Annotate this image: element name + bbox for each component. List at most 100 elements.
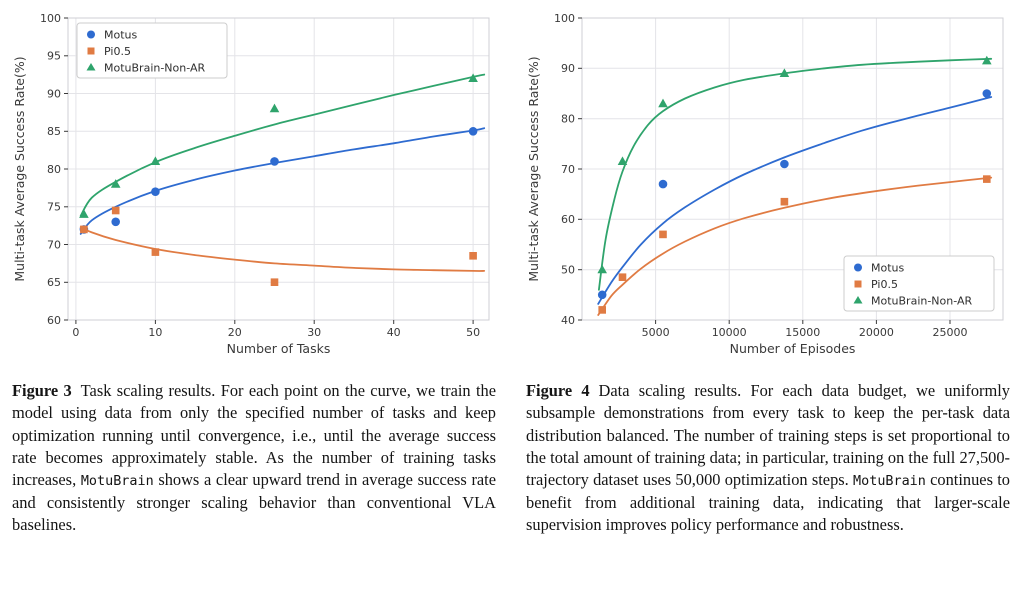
legend-marker-square bbox=[87, 47, 95, 55]
x-axis: 5000 10000 15000 20000 25000 Number of Episod… bbox=[642, 320, 968, 356]
y-axis: 60 65 70 75 80 85 90 95 100 Multi-task Average Su… bbox=[12, 12, 68, 327]
x-axis-label: Number of Tasks bbox=[227, 341, 331, 356]
trend-curve bbox=[597, 176, 993, 316]
x-axis: 0 10 20 30 40 50 Number of Tasks bbox=[72, 320, 480, 356]
legend-box bbox=[76, 22, 228, 79]
data-point-marker bbox=[597, 290, 607, 300]
x-tick-label: 25000 bbox=[933, 326, 968, 339]
legend-box bbox=[843, 255, 995, 312]
data-scaling-chart: 5000 10000 15000 20000 25000 Number of Episod… bbox=[526, 12, 1004, 356]
figure-3-caption-text: Task scaling results. For each point on … bbox=[12, 381, 496, 490]
legend-label: Motus bbox=[104, 28, 138, 41]
legend-marker-circle bbox=[87, 30, 95, 39]
data-point-marker bbox=[151, 187, 160, 196]
data-point-marker bbox=[780, 197, 789, 206]
data-point-marker bbox=[468, 73, 478, 82]
data-point-marker bbox=[469, 252, 477, 260]
data-point-marker bbox=[111, 217, 120, 227]
trend-curve bbox=[597, 96, 993, 305]
figure-4-caption: Figure 4 Data scaling results. For each d… bbox=[524, 380, 1014, 536]
figure-3-column: 0 10 20 30 40 50 Number of Tasks 60 65 70 75 80 85 90… bbox=[10, 6, 500, 536]
figure-4-caption-mono: MotuBrain bbox=[853, 474, 926, 490]
x-tick-label: 10000 bbox=[712, 326, 747, 339]
data-point-marker bbox=[658, 98, 668, 108]
series-motus bbox=[597, 89, 993, 305]
y-tick-label: 40 bbox=[561, 314, 575, 327]
data-point-marker bbox=[983, 175, 991, 183]
data-point-marker bbox=[598, 306, 606, 314]
y-tick-label: 100 bbox=[554, 12, 575, 25]
figure-4-label: Figure 4 bbox=[526, 381, 590, 400]
data-point-marker bbox=[79, 209, 89, 218]
legend-marker-triangle bbox=[853, 296, 863, 304]
task-scaling-chart: 0 10 20 30 40 50 Number of Tasks 60 65 70 75 80 85 90… bbox=[12, 12, 490, 356]
x-tick-label: 20 bbox=[228, 326, 242, 339]
legend-label: MotuBrain-Non-AR bbox=[104, 61, 205, 74]
figure-4-column: 5000 10000 15000 20000 25000 Number of Episod… bbox=[524, 6, 1014, 536]
y-tick-label: 85 bbox=[47, 125, 61, 138]
x-tick-label: 0 bbox=[72, 326, 79, 339]
series-pi0-5 bbox=[597, 175, 993, 316]
data-point-marker bbox=[468, 127, 478, 136]
paper-figures-panel: 0 10 20 30 40 50 Number of Tasks 60 65 70 75 80 85 90… bbox=[10, 6, 1014, 536]
y-tick-label: 90 bbox=[47, 87, 61, 100]
legend-marker-circle bbox=[854, 263, 862, 272]
y-tick-label: 50 bbox=[561, 264, 575, 277]
figure-3-label: Figure 3 bbox=[12, 381, 72, 400]
legend-marker-square bbox=[854, 280, 862, 288]
y-axis-label: Multi-task Average Success Rate(%) bbox=[526, 56, 541, 281]
data-point-marker bbox=[270, 157, 279, 166]
data-point-marker bbox=[269, 103, 280, 113]
x-tick-label: 15000 bbox=[785, 326, 820, 339]
grid bbox=[68, 17, 489, 321]
legend-marker-triangle bbox=[86, 63, 96, 71]
legend-label: Pi0.5 bbox=[104, 45, 131, 58]
x-tick-label: 5000 bbox=[642, 326, 670, 339]
series-motubrain-non-ar bbox=[79, 73, 486, 218]
data-point-marker bbox=[150, 156, 161, 165]
data-point-marker bbox=[982, 89, 992, 98]
x-tick-label: 20000 bbox=[859, 326, 894, 339]
x-tick-label: 40 bbox=[387, 326, 401, 339]
data-point-marker bbox=[658, 179, 668, 189]
data-point-marker bbox=[597, 264, 607, 274]
y-tick-label: 65 bbox=[47, 276, 61, 289]
data-point-marker bbox=[780, 159, 789, 169]
y-tick-label: 80 bbox=[561, 113, 575, 126]
y-tick-label: 95 bbox=[47, 50, 61, 63]
data-point-marker bbox=[779, 68, 790, 77]
data-point-marker bbox=[618, 273, 627, 281]
y-tick-label: 90 bbox=[561, 62, 575, 75]
legend: Motus Pi0.5 MotuBrain-Non-AR bbox=[76, 22, 228, 79]
y-axis-label: Multi-task Average Success Rate(%) bbox=[12, 56, 27, 281]
data-point-marker bbox=[982, 55, 992, 65]
legend: Motus Pi0.5 MotuBrain-Non-AR bbox=[843, 255, 995, 312]
y-tick-label: 70 bbox=[561, 163, 575, 176]
data-point-marker bbox=[270, 278, 279, 286]
x-tick-label: 50 bbox=[466, 326, 480, 339]
data-point-marker bbox=[110, 179, 121, 188]
y-tick-label: 60 bbox=[47, 314, 61, 327]
y-tick-label: 60 bbox=[561, 213, 575, 226]
figure-3-caption-text-after: shows a clear upward trend in average su… bbox=[12, 470, 496, 534]
y-tick-label: 75 bbox=[47, 201, 61, 214]
trend-curve bbox=[79, 226, 486, 272]
data-point-marker bbox=[111, 206, 120, 215]
x-axis-label: Number of Episodes bbox=[730, 341, 856, 356]
figure-3-caption: Figure 3 Task scaling results. For each p… bbox=[10, 380, 500, 536]
figure-4-caption-text-after: continues to benefit from additional tra… bbox=[526, 470, 1010, 534]
series-motus bbox=[79, 127, 486, 235]
y-axis: 40 50 60 70 80 90 100 Multi-task Average Succes… bbox=[526, 12, 582, 327]
series-pi0-5 bbox=[79, 206, 486, 286]
data-point-marker bbox=[151, 248, 160, 256]
y-tick-label: 80 bbox=[47, 163, 61, 176]
figure-3-caption-mono: MotuBrain bbox=[80, 474, 154, 490]
x-tick-label: 30 bbox=[307, 326, 321, 339]
data-point-marker bbox=[659, 230, 667, 239]
legend-label: Motus bbox=[871, 261, 905, 274]
figure-4-caption-text: Data scaling results. For each data budg… bbox=[526, 381, 1010, 490]
series-motubrain-non-ar bbox=[597, 55, 993, 291]
data-point-marker bbox=[80, 225, 88, 234]
trend-curve bbox=[79, 127, 486, 235]
data-point-marker bbox=[617, 156, 628, 165]
